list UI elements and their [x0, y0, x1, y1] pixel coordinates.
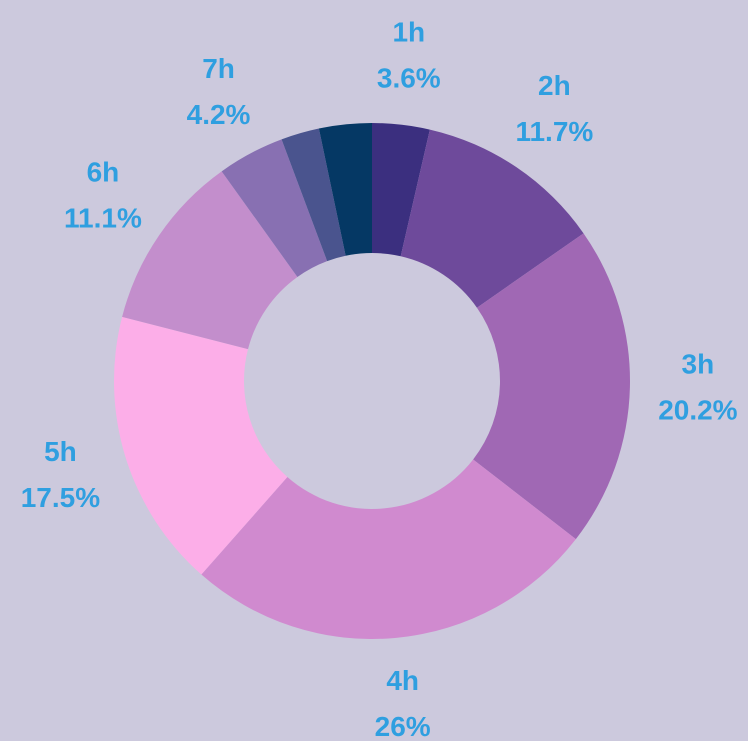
- slice-label: 2h: [538, 70, 571, 101]
- value-label: 4.2%: [187, 99, 251, 130]
- slice: [281, 128, 346, 262]
- slice: [201, 459, 576, 639]
- value-label: 3.6%: [377, 62, 441, 93]
- slice-label: 5h: [44, 436, 77, 467]
- value-label: 17.5%: [21, 482, 100, 513]
- slice: [122, 171, 298, 350]
- slice-label: 3h: [682, 349, 715, 380]
- slice: [114, 316, 288, 575]
- slice-label: 4h: [386, 665, 419, 696]
- slice-label: 1h: [392, 16, 425, 47]
- value-label: 11.7%: [515, 116, 593, 147]
- slice: [372, 123, 430, 257]
- value-label: 11.1%: [64, 202, 142, 233]
- value-label: 20.2%: [658, 395, 737, 426]
- slice: [221, 139, 328, 277]
- slice-label: 6h: [87, 156, 120, 187]
- slice: [473, 233, 630, 540]
- value-label: 26%: [375, 711, 431, 741]
- slice: [400, 129, 584, 308]
- slice: [318, 123, 372, 256]
- slice-label: 7h: [202, 53, 235, 84]
